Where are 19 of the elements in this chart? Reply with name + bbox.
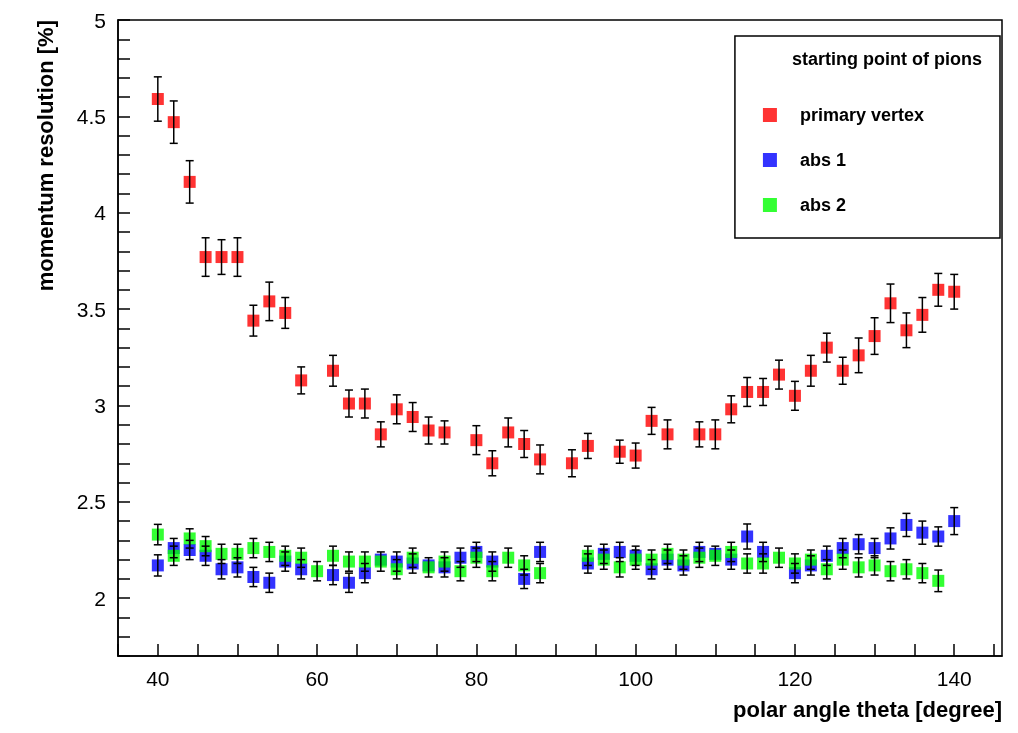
y-tick-label: 4.5	[76, 104, 106, 128]
legend-label: abs 1	[799, 150, 846, 170]
x-tick-label: 80	[464, 667, 489, 690]
y-tick-label: 2.5	[76, 490, 106, 514]
y-tick-label: 5	[94, 8, 106, 32]
y-tick-label: 3.5	[76, 297, 106, 321]
y-tick-label: 2	[94, 586, 106, 610]
x-tick-label: 100	[618, 667, 654, 690]
y-axis-title: momentum resolution [%]	[32, 20, 58, 292]
y-tick-label: 3	[94, 393, 106, 417]
legend-label: abs 2	[799, 195, 846, 215]
x-tick-label: 140	[936, 667, 972, 690]
x-tick-label: 40	[146, 667, 170, 690]
legend-label: primary vertex	[799, 105, 924, 125]
y-tick-label: 4	[94, 201, 107, 225]
x-axis-title: polar angle theta [degree]	[733, 696, 1002, 722]
x-tick-label: 120	[777, 667, 813, 690]
x-tick-label: 60	[305, 667, 329, 690]
legend-title: starting point of pions	[792, 49, 983, 69]
